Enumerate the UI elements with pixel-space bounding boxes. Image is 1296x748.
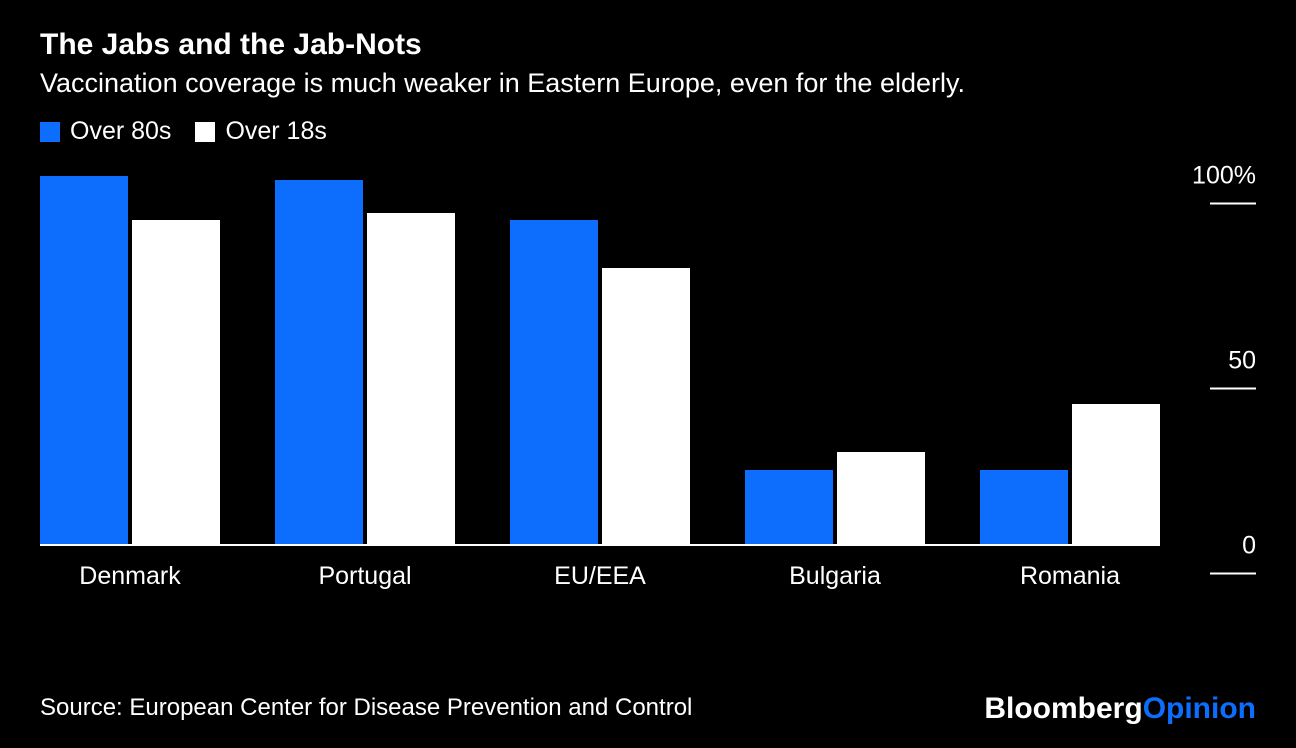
category-label: Bulgaria	[745, 552, 925, 596]
bar-group	[510, 176, 690, 544]
bar	[40, 176, 128, 544]
bar	[132, 220, 220, 544]
x-axis-labels: Denmark Portugal EU/EEA Bulgaria Romania	[40, 552, 1160, 596]
bar-group	[980, 176, 1160, 544]
chart-area: 100%500 Denmark Portugal EU/EEA Bulgaria Rom…	[40, 166, 1256, 596]
brand-logo: BloombergOpinion	[984, 692, 1256, 726]
bar	[837, 452, 925, 544]
legend-item-over-18s: Over 18s	[195, 117, 326, 146]
y-axis: 100%500	[1170, 176, 1256, 546]
bar	[1072, 404, 1160, 544]
y-tick-line	[1210, 203, 1256, 205]
bar	[275, 180, 363, 544]
bar-group	[275, 176, 455, 544]
bar	[980, 470, 1068, 544]
bars-row	[40, 176, 1160, 544]
bar	[367, 213, 455, 544]
category-label: Denmark	[40, 552, 220, 596]
y-tick-label: 100%	[1192, 162, 1256, 191]
y-tick-label: 50	[1228, 347, 1256, 376]
legend-swatch-icon	[195, 122, 215, 142]
y-tick-label: 0	[1242, 532, 1256, 561]
bar	[745, 470, 833, 544]
legend-label: Over 18s	[225, 117, 326, 146]
chart-subtitle: Vaccination coverage is much weaker in E…	[40, 68, 1256, 99]
category-label: Portugal	[275, 552, 455, 596]
legend-label: Over 80s	[70, 117, 171, 146]
y-tick-line	[1210, 388, 1256, 390]
brand-part-2: Opinion	[1143, 692, 1256, 725]
bar	[510, 220, 598, 544]
bar-group	[40, 176, 220, 544]
chart-title: The Jabs and the Jab-Nots	[40, 28, 1256, 62]
y-tick-line	[1210, 573, 1256, 575]
category-label: Romania	[980, 552, 1160, 596]
bar	[602, 268, 690, 544]
bar-group	[745, 176, 925, 544]
source-text: Source: European Center for Disease Prev…	[40, 694, 692, 722]
plot-area	[40, 176, 1160, 546]
legend-swatch-icon	[40, 122, 60, 142]
legend: Over 80s Over 18s	[40, 117, 1256, 146]
legend-item-over-80s: Over 80s	[40, 117, 171, 146]
brand-part-1: Bloomberg	[984, 692, 1142, 725]
chart-container: The Jabs and the Jab-Nots Vaccination co…	[0, 0, 1296, 748]
category-label: EU/EEA	[510, 552, 690, 596]
